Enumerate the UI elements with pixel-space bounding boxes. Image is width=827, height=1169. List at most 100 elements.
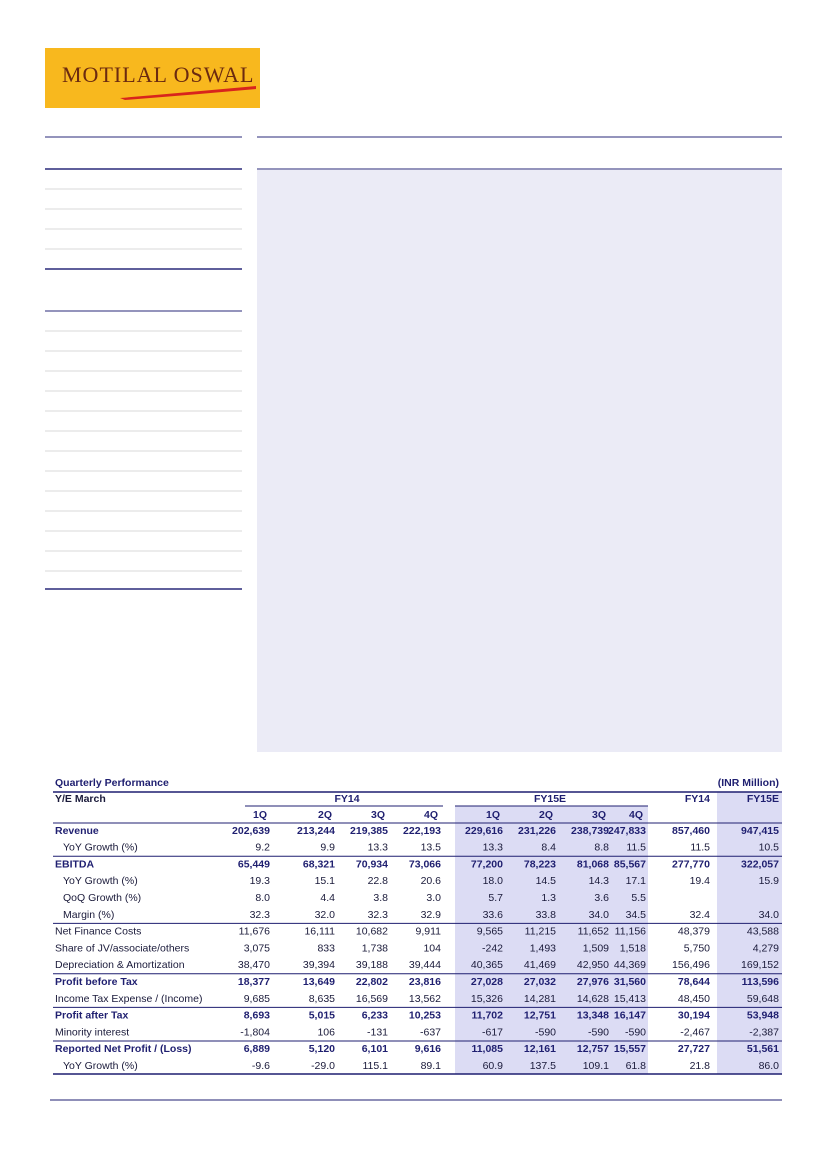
cell: 11,215 <box>525 926 556 938</box>
cell: 18,377 <box>238 976 270 988</box>
cell: 33.8 <box>536 909 557 921</box>
cell: -9.6 <box>252 1060 270 1072</box>
cell: -590 <box>625 1026 646 1038</box>
logo-box <box>45 48 260 108</box>
cell: 15,557 <box>614 1043 646 1055</box>
cell: 89.1 <box>421 1060 442 1072</box>
cell: 5,015 <box>309 1010 335 1022</box>
cell: 32.3 <box>250 909 271 921</box>
group-header: FY14 <box>334 793 359 805</box>
cell: 1,493 <box>530 942 556 954</box>
cell: 19.3 <box>250 875 271 887</box>
cell: 14,281 <box>524 993 556 1005</box>
cell: 16,111 <box>304 926 335 938</box>
cell: 6,889 <box>244 1043 270 1055</box>
cell: 48,450 <box>678 993 710 1005</box>
cell: 14.3 <box>589 875 610 887</box>
cell: 11,702 <box>471 1010 503 1022</box>
cell: 1,509 <box>583 942 609 954</box>
cell: 23,816 <box>409 976 441 988</box>
quarter-header: 3Q <box>371 809 385 821</box>
cell: 43,588 <box>747 926 779 938</box>
cell: 73,066 <box>409 858 441 870</box>
cell: 6,101 <box>362 1043 388 1055</box>
cell: 22.8 <box>368 875 389 887</box>
cell: 44,369 <box>614 959 646 971</box>
cell: 1,738 <box>362 942 388 954</box>
cell: 12,161 <box>524 1043 556 1055</box>
cell: 213,244 <box>297 825 335 837</box>
cell: 11.5 <box>690 842 710 854</box>
cell: -2,387 <box>749 1026 779 1038</box>
cell: 13,649 <box>303 976 335 988</box>
row-label: Revenue <box>55 825 99 837</box>
cell: -590 <box>588 1026 609 1038</box>
cell: -131 <box>367 1026 388 1038</box>
cell: 11,652 <box>578 926 609 938</box>
cell: 78,223 <box>524 858 556 870</box>
row-label: Profit before Tax <box>55 976 138 988</box>
cell: 11,676 <box>239 926 270 938</box>
cell: 19.4 <box>690 875 711 887</box>
cell: 32.3 <box>368 909 389 921</box>
cell: 247,833 <box>608 825 646 837</box>
cell: 34.0 <box>759 909 780 921</box>
cell: 60.9 <box>483 1060 504 1072</box>
cell: -29.0 <box>311 1060 335 1072</box>
cell: 65,449 <box>238 858 270 870</box>
cell: 1,518 <box>620 942 646 954</box>
cell: -590 <box>535 1026 556 1038</box>
cell: 41,469 <box>524 959 556 971</box>
cell: 81,068 <box>577 858 609 870</box>
group-header: FY14 <box>685 793 710 805</box>
cell: 833 <box>317 942 335 954</box>
cell: 48,379 <box>678 926 710 938</box>
cell: 12,757 <box>577 1043 609 1055</box>
cell: 5.7 <box>488 892 503 904</box>
cell: 31,560 <box>614 976 646 988</box>
cell: 27,976 <box>577 976 609 988</box>
cell: 32.4 <box>690 909 711 921</box>
cell: 238,739 <box>571 825 609 837</box>
cell: 13,562 <box>409 993 441 1005</box>
cell: 15,326 <box>471 993 503 1005</box>
cell: 10,253 <box>409 1010 441 1022</box>
quarter-header: 4Q <box>629 809 643 821</box>
quarter-header: 2Q <box>539 809 553 821</box>
cell: 38,470 <box>238 959 270 971</box>
group-header: FY15E <box>534 793 566 805</box>
quarter-header: 2Q <box>318 809 332 821</box>
cell: 322,057 <box>741 858 779 870</box>
cell: 78,644 <box>678 976 710 988</box>
row-label: Margin (%) <box>63 909 114 921</box>
cell: 9.9 <box>320 842 335 854</box>
cell: 13.3 <box>483 842 504 854</box>
cell: 8,693 <box>244 1010 270 1022</box>
cell: 109.1 <box>583 1060 609 1072</box>
cell: 85,567 <box>614 858 646 870</box>
row-label: Net Finance Costs <box>55 926 141 938</box>
cell: 169,152 <box>741 959 779 971</box>
cell: 10.5 <box>759 842 780 854</box>
cell: 32.9 <box>421 909 442 921</box>
cell: -617 <box>482 1026 503 1038</box>
shade-fy15-annual <box>717 792 782 1074</box>
cell: 51,561 <box>747 1043 779 1055</box>
cell: 17.1 <box>626 875 647 887</box>
cell: 11.5 <box>626 842 646 854</box>
cell: 86.0 <box>759 1060 780 1072</box>
group-header: FY15E <box>747 793 779 805</box>
table-unit: (INR Million) <box>718 777 779 789</box>
cell: 16,569 <box>356 993 388 1005</box>
cell: 77,200 <box>471 858 503 870</box>
cell: 22,802 <box>356 976 388 988</box>
cell: 9,685 <box>244 993 270 1005</box>
logo-swoosh <box>120 86 256 100</box>
cell: 18.0 <box>483 875 504 887</box>
cell: 11,156 <box>615 926 646 938</box>
cell: 277,770 <box>672 858 710 870</box>
row-header: Y/E March <box>55 793 106 805</box>
cell: 6,233 <box>362 1010 388 1022</box>
quarter-header: 4Q <box>424 809 438 821</box>
cell: 14.5 <box>536 875 557 887</box>
